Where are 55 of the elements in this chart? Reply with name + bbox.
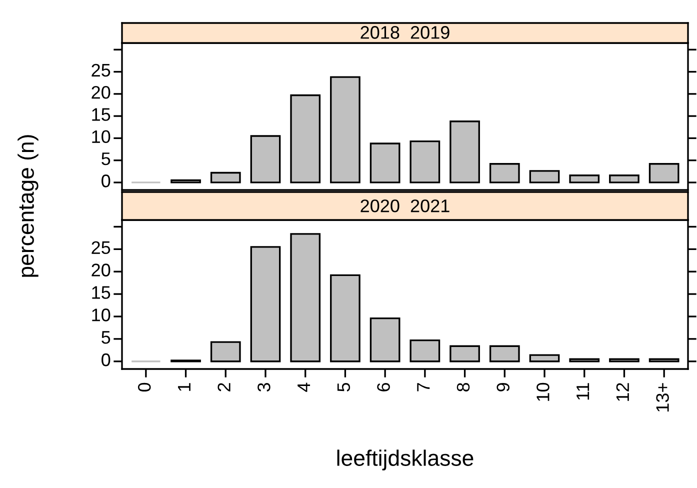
x-tick-label: 9	[496, 383, 510, 392]
bar	[170, 179, 201, 184]
x-tick-label: 12	[616, 383, 629, 401]
bar	[648, 163, 680, 184]
bar	[529, 170, 560, 184]
bar	[210, 172, 241, 184]
x-tick-label: 0	[138, 382, 151, 392]
x-tick-label: 4	[298, 382, 310, 392]
x-tick-label: 6	[377, 382, 390, 392]
bar	[529, 354, 560, 362]
bar	[250, 246, 281, 362]
x-tick-label: 5	[337, 382, 350, 392]
y-tick-label: 25	[92, 241, 110, 254]
x-tick-label: 10	[536, 382, 550, 401]
x-tick-label: 11	[576, 383, 590, 400]
y-tick-label: 25	[92, 64, 110, 77]
bar	[370, 142, 400, 184]
bar	[450, 345, 480, 362]
bar	[330, 274, 360, 362]
y-tick-label: 20	[92, 86, 110, 99]
y-tick-label: 0	[102, 353, 110, 366]
y-tick-label: 15	[92, 108, 110, 121]
bar	[450, 120, 480, 184]
x-tick-label: 1	[178, 383, 190, 391]
bar	[569, 174, 600, 184]
x-axis-title: leeftijdsklasse	[337, 450, 474, 470]
bar	[210, 341, 241, 362]
y-tick-label: 20	[92, 264, 110, 276]
y-tick-label: 10	[92, 130, 110, 144]
bar	[330, 76, 360, 184]
y-tick-label: 5	[102, 152, 110, 166]
x-tick-label: 3	[258, 382, 270, 392]
bar	[370, 317, 400, 362]
y-axis-title: percentage (n)	[18, 135, 38, 277]
y-tick-label: 15	[92, 286, 110, 299]
chart-title: 2020 2021	[360, 199, 450, 212]
bar	[489, 345, 520, 362]
chart-title: 2018 2019	[360, 26, 450, 39]
bar	[489, 163, 520, 184]
bar	[250, 135, 281, 184]
x-tick-label: 8	[456, 382, 470, 392]
x-tick-label: 7	[417, 383, 430, 392]
x-tick-label: 2	[218, 383, 230, 392]
x-tick-label: 13+	[656, 383, 669, 412]
bar	[410, 140, 440, 184]
y-tick-label: 10	[92, 308, 110, 322]
bar	[290, 233, 321, 362]
y-tick-label: 0	[102, 174, 110, 188]
bar	[569, 358, 600, 362]
bar	[410, 339, 440, 362]
bar	[290, 94, 321, 184]
bar	[648, 358, 680, 362]
y-tick-label: 5	[102, 331, 110, 344]
bar	[609, 174, 640, 184]
bar	[609, 358, 640, 362]
